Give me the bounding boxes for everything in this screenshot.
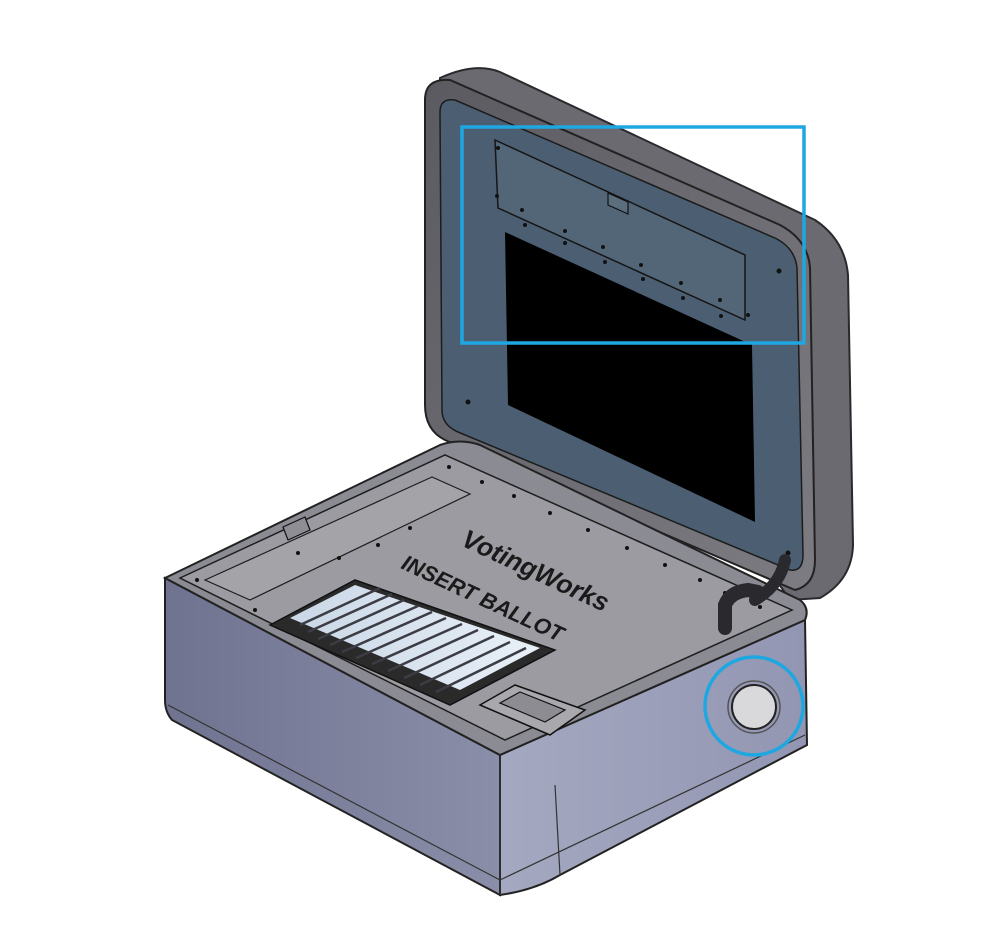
lid-handle-grip <box>498 691 567 723</box>
base-corner-line <box>554 784 561 876</box>
side-button-highlight <box>703 655 805 757</box>
lid-top-plate <box>494 138 746 322</box>
screen <box>505 232 755 522</box>
base <box>162 440 809 897</box>
base-left-face <box>164 576 501 897</box>
ballot-slot-rollers <box>299 586 527 694</box>
lid-screws <box>465 146 791 556</box>
side-button-bezel <box>727 680 781 734</box>
base-latch <box>282 516 311 541</box>
cable-port <box>718 582 765 635</box>
base-right-face <box>499 618 809 897</box>
cable-pipe <box>749 554 791 606</box>
lid-highlight-box <box>460 125 806 345</box>
lid <box>424 67 855 602</box>
side-button <box>731 684 777 730</box>
lid-latch <box>607 192 629 215</box>
base-top-panel <box>203 476 472 601</box>
